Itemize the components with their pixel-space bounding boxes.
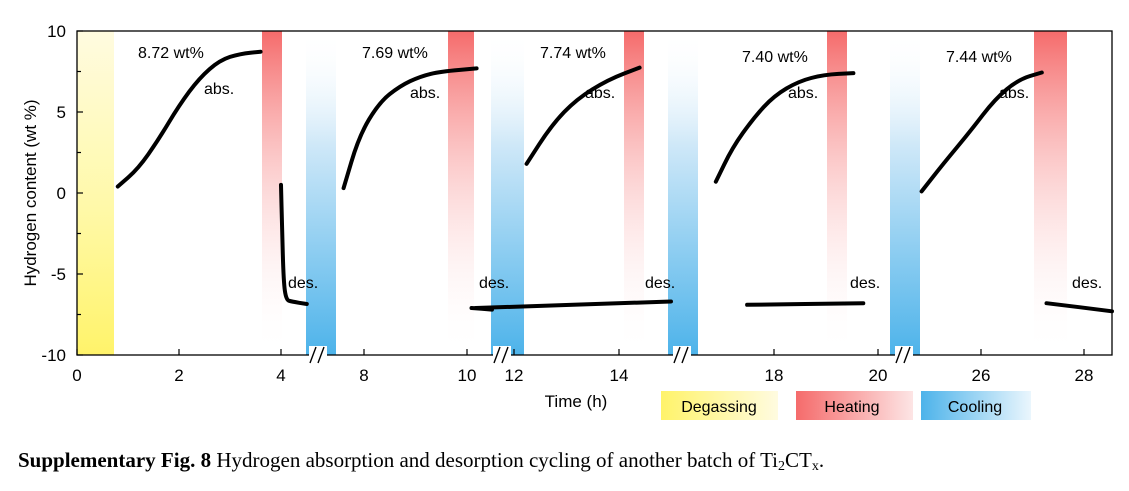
- y-tick-label: 10: [47, 22, 66, 41]
- des-label: des.: [645, 275, 675, 292]
- series-line-1: [115, 49, 263, 189]
- cooling-band: [890, 31, 920, 355]
- series-line-2: [279, 182, 309, 306]
- x-tick-label: 28: [1075, 366, 1094, 385]
- legend-label: Degassing: [681, 399, 757, 416]
- series-line-6: [473, 299, 673, 310]
- des-label: des.: [1072, 275, 1102, 292]
- heating-band: [1034, 31, 1067, 355]
- y-tick-label: -10: [41, 346, 66, 365]
- legend-label: Cooling: [948, 399, 1002, 416]
- heating-band: [827, 31, 847, 355]
- heating-band: [624, 31, 644, 355]
- des-label: des.: [288, 275, 318, 292]
- des-label: des.: [850, 275, 880, 292]
- abs-label: abs.: [585, 85, 615, 102]
- figure-caption: Supplementary Fig. 8 Hydrogen absorption…: [18, 448, 1118, 475]
- y-tick-label: 5: [57, 103, 66, 122]
- x-tick-label: 4: [276, 366, 285, 385]
- axis-break-mark: [895, 346, 913, 364]
- capacity-label: 7.74 wt%: [540, 45, 606, 62]
- series-line-10: [1044, 301, 1114, 314]
- caption-text: Hydrogen absorption and desorption cycli…: [211, 448, 778, 472]
- axis-break-mark: [309, 346, 327, 364]
- y-tick-label: 0: [57, 184, 66, 203]
- legend-swatch-degassing: [661, 391, 778, 420]
- x-tick-label: 14: [610, 366, 629, 385]
- legend-swatch-heating: [796, 391, 913, 420]
- legend-swatch-cooling: [921, 391, 1031, 420]
- axis-break-mark: [493, 346, 511, 364]
- x-tick-label: 0: [72, 366, 81, 385]
- x-tick-label: 26: [972, 366, 991, 385]
- des-label: des.: [479, 275, 509, 292]
- caption-text: CT: [785, 448, 812, 472]
- abs-label: abs.: [204, 81, 234, 98]
- abs-label: abs.: [410, 85, 440, 102]
- heating-band: [262, 31, 282, 355]
- x-tick-label: 2: [174, 366, 183, 385]
- series-line-5: [524, 65, 642, 166]
- series-line-7: [713, 71, 856, 184]
- cooling-band: [491, 31, 524, 355]
- heating-band: [448, 31, 474, 355]
- y-tick-label: -5: [51, 265, 66, 284]
- x-tick-label: 20: [869, 366, 888, 385]
- x-tick-label: 8: [359, 366, 368, 385]
- x-tick-label: 10: [458, 366, 477, 385]
- x-tick-label: 12: [505, 366, 524, 385]
- legend: Degassing Heating Cooling: [661, 391, 1031, 420]
- x-tick-label: 18: [765, 366, 784, 385]
- abs-label: abs.: [788, 85, 818, 102]
- legend-label: Heating: [824, 399, 879, 416]
- cooling-band: [668, 31, 698, 355]
- cooling-band: [306, 31, 336, 355]
- axis-break-mark: [673, 346, 691, 364]
- abs-label: abs.: [999, 85, 1029, 102]
- capacity-label: 7.40 wt%: [742, 49, 808, 66]
- series-line-8: [745, 301, 866, 307]
- caption-label: Supplementary Fig. 8: [18, 448, 212, 472]
- plot-frame: [76, 30, 1113, 356]
- x-axis-label: Time (h): [545, 392, 608, 411]
- degassing-band: [77, 31, 114, 355]
- caption-subscript: x: [811, 459, 819, 474]
- series-line-9: [919, 70, 1044, 194]
- caption-subscript: 2: [778, 459, 785, 474]
- capacity-label: 8.72 wt%: [138, 45, 204, 62]
- series-line-3: [341, 66, 479, 191]
- caption-text: .: [818, 448, 825, 472]
- hydrogen-cycling-chart: 10 5 0 -5 -10 Hydrogen content (wt %) 0 …: [21, 22, 1114, 420]
- y-axis-label: Hydrogen content (wt %): [21, 99, 40, 286]
- capacity-label: 7.69 wt%: [362, 45, 428, 62]
- capacity-label: 7.44 wt%: [946, 49, 1012, 66]
